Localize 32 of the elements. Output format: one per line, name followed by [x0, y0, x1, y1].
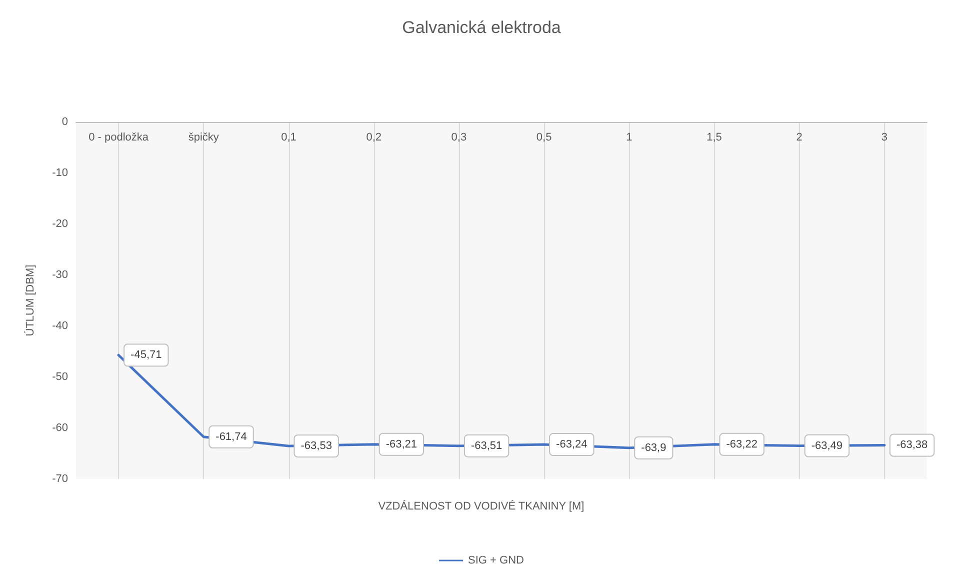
y-tick-label: -30	[52, 269, 68, 281]
y-tick-label: -50	[52, 371, 68, 383]
data-label: -45,71	[130, 349, 162, 362]
chart-title: Galvanická elektroda	[402, 18, 562, 37]
data-label: -63,51	[470, 440, 502, 452]
y-tick-label: -70	[52, 473, 68, 485]
x-tick-label: špičky	[188, 132, 220, 144]
x-tick-label: 0,2	[366, 132, 382, 144]
legend-label: SIG + GND	[468, 554, 524, 566]
y-tick-label: -20	[52, 218, 68, 230]
x-tick-label: 0,3	[451, 132, 467, 144]
x-axis-title: VZDÁLENOST OD VODIVÉ TKANINY [M]	[378, 500, 584, 512]
data-label: -63,53	[300, 440, 332, 452]
data-label: -61,74	[216, 430, 247, 443]
data-label: -63,9	[641, 442, 666, 454]
data-label: -63,38	[896, 439, 928, 452]
y-tick-label: 0	[62, 116, 68, 128]
x-tick-label: 0 - podložka	[88, 132, 150, 144]
x-tick-label: 1,5	[706, 132, 722, 144]
x-tick-label: 0,5	[536, 132, 552, 144]
data-label: -63,22	[726, 438, 758, 450]
x-tick-label: 0,1	[281, 132, 296, 144]
x-tick-label: 2	[796, 132, 802, 144]
data-label: -63,49	[811, 440, 843, 452]
y-tick-label: -40	[52, 320, 68, 332]
x-tick-label: 3	[881, 132, 888, 144]
y-axis-title: ÚTLUM [DBM]	[24, 264, 36, 336]
y-tick-label: -60	[52, 422, 68, 434]
data-label: -63,24	[556, 438, 588, 451]
y-tick-label: -10	[52, 167, 68, 179]
x-tick-label: 1	[626, 132, 632, 144]
data-label: -63,21	[386, 438, 418, 450]
